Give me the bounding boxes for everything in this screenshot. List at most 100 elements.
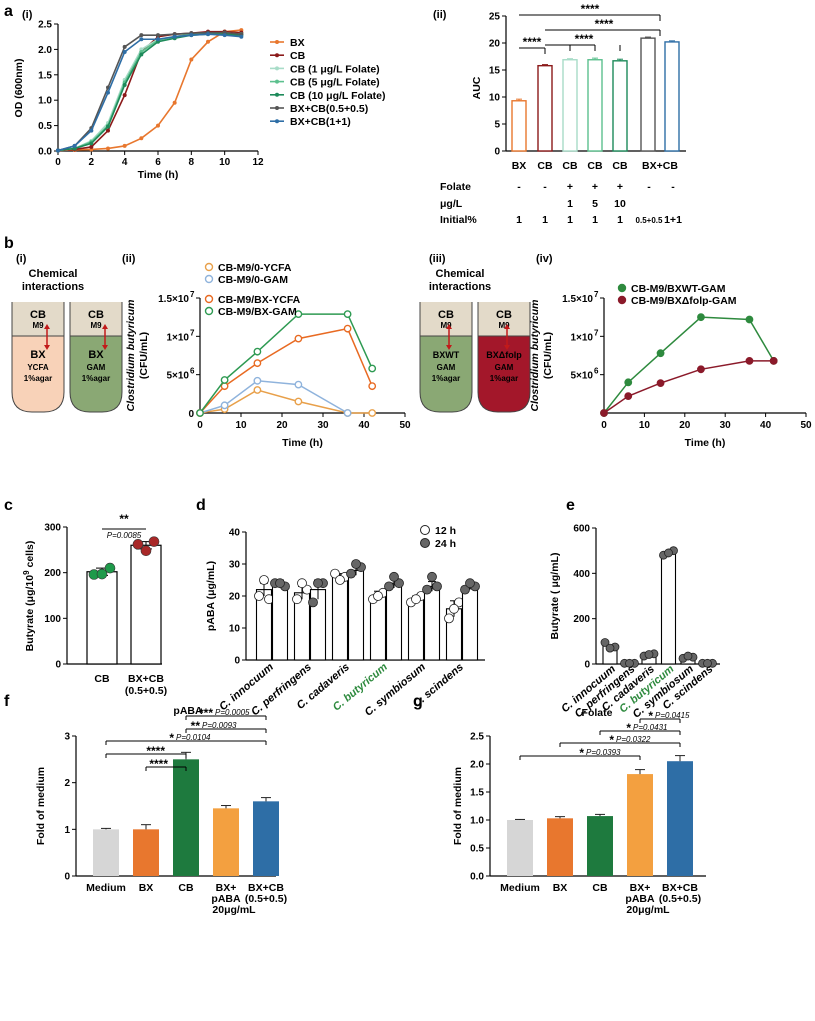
tube-iii-left-top-sub: M9 (440, 321, 452, 330)
x-tick-label: 10 (219, 157, 231, 168)
data-point (140, 545, 152, 557)
y-axis-title: pABA (μg/mL) (205, 561, 217, 631)
data-point (389, 571, 399, 582)
category-label: BX+ (630, 882, 651, 894)
data-point (664, 548, 673, 558)
y-tick-exponent: 6 (594, 367, 599, 376)
x-tick-label: 40 (760, 420, 772, 431)
sub-label-b-i: (i) (16, 253, 27, 265)
y-tick-label: 200 (44, 568, 61, 579)
legend-label: CB-M9/BXΔfolp-GAM (631, 295, 737, 307)
category-label: BX+CB (248, 882, 284, 894)
tube-i-left-top-sub: M9 (32, 321, 44, 330)
table-cell: - (647, 181, 651, 193)
tube-iii-right-bottom: BXΔfolp (486, 350, 522, 360)
legend-marker (204, 274, 214, 284)
category-label: CB (587, 160, 603, 172)
bar (667, 761, 693, 876)
y-axis-title: OD (600nm) (13, 59, 25, 118)
data-point (122, 143, 127, 148)
bar (461, 585, 479, 661)
data-point (745, 315, 754, 324)
data-point (89, 141, 94, 146)
category-label: CB (537, 160, 553, 172)
legend-label: CB-M9/BXWT-GAM (631, 283, 726, 295)
data-point (600, 409, 608, 417)
data-point (351, 559, 361, 569)
chart-a-i: 0.0 0.5 1.0 1.5 2.0 2.5 0 2 4 6 8 10 12 Time (h) OD (6… (13, 20, 386, 182)
y-tick-exponent: 7 (190, 328, 195, 337)
y-tick-label: 2 (64, 778, 70, 789)
x-tick-label: 2 (89, 157, 95, 168)
y-tick-label: 5 (494, 120, 500, 131)
data-point (769, 356, 778, 365)
data-point (56, 148, 60, 153)
y-tick-label: 0.0 (38, 147, 52, 158)
legend-marker (275, 106, 279, 110)
legend-marker (275, 40, 279, 44)
data-point (189, 57, 194, 62)
panel-label-d: d (196, 497, 206, 514)
bar (587, 59, 603, 152)
data-point (122, 93, 127, 98)
legend-label: 24 h (435, 538, 456, 550)
data-point (172, 100, 177, 105)
data-point (253, 359, 262, 368)
legend-marker (275, 119, 279, 124)
y-tick-label: 0 (494, 147, 500, 158)
chart-title: Folate (582, 707, 613, 719)
y-tick-label: 40 (229, 528, 241, 539)
bar (664, 41, 680, 152)
x-axis-title: Time (h) (138, 169, 179, 181)
category-label: BX+ (216, 882, 237, 894)
y-tick-label: 0.5 (38, 121, 52, 132)
data-point (368, 409, 377, 417)
category-sub-label: pABA (211, 893, 241, 905)
data-point (220, 376, 229, 384)
data-point (206, 39, 210, 44)
category-label: CB (178, 882, 194, 894)
y-tick-label: 0 (55, 660, 61, 671)
sig-stars: * (169, 731, 174, 745)
data-point (89, 128, 94, 133)
sig-stars: * (626, 721, 631, 735)
data-point (253, 347, 262, 356)
category-label: CB (612, 160, 628, 172)
y-tick-label: 2.0 (470, 760, 484, 771)
data-point (294, 334, 303, 343)
schematic-b-i: Chemical interactions CB M9 BX YCFA 1%ag… (11, 268, 123, 413)
y-tick-label: 0 (188, 409, 194, 420)
table-cell: + (567, 181, 573, 193)
category-sub-label: (0.5+0.5) (659, 893, 701, 905)
bar (612, 60, 628, 152)
x-tick-label: 6 (155, 157, 161, 168)
series-line-4 (57, 33, 242, 152)
y-tick-label: 5×10 (570, 371, 593, 382)
y-tick-label: 600 (573, 524, 590, 535)
series-line-0 (199, 389, 373, 414)
p-value: P=0.0093 (202, 721, 237, 730)
y-tick-exponent: 7 (190, 290, 195, 299)
y-tick-label: 15 (489, 66, 501, 77)
x-tick-label: 30 (720, 420, 732, 431)
y-tick-label: 1.5×10 (562, 294, 593, 305)
table-cell: - (543, 181, 547, 193)
x-tick-label: 20 (276, 420, 288, 431)
data-point (297, 578, 307, 589)
data-point (189, 33, 194, 38)
bar (331, 576, 349, 661)
category-label: BX (553, 882, 568, 894)
tube-i-right-sub1: GAM (87, 363, 106, 372)
y-tick-label: 25 (489, 12, 501, 23)
panel-label-e: e (566, 497, 575, 514)
data-point (156, 37, 160, 42)
data-point (343, 324, 352, 333)
series-line-1 (603, 360, 774, 414)
data-point (624, 392, 633, 401)
legend-label: 12 h (435, 525, 456, 537)
